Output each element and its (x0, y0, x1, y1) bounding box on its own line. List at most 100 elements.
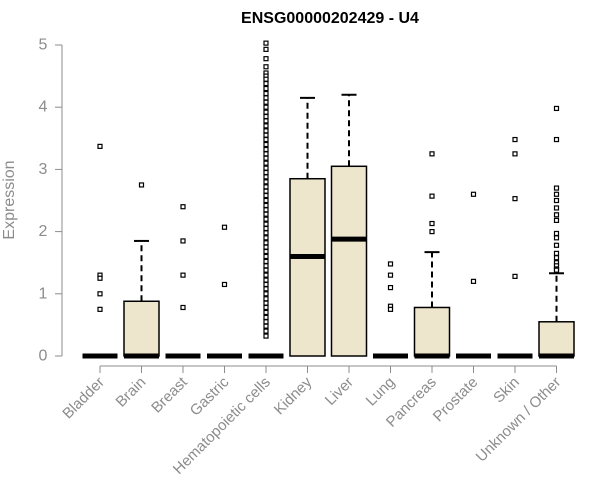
outlier-point (263, 109, 269, 115)
outlier-point (263, 235, 269, 241)
outlier-point (263, 165, 269, 171)
outlier-point (263, 221, 269, 227)
outlier-point (263, 263, 269, 269)
outlier-point (263, 146, 269, 153)
x-tick-label: Brain (113, 374, 150, 411)
box-group (413, 151, 451, 359)
outlier-point (553, 185, 560, 191)
outlier-point (263, 202, 269, 209)
outlier-point (512, 136, 518, 143)
outlier-point (263, 207, 269, 213)
x-tick-label: Prostate (430, 374, 482, 426)
outlier-point (263, 230, 269, 236)
outlier-point (263, 141, 269, 148)
outlier-point (263, 123, 269, 129)
outlier-point (263, 40, 269, 46)
outlier-point (263, 244, 269, 250)
outlier-point (470, 191, 477, 197)
outlier-point (263, 46, 269, 52)
outlier-point (263, 76, 269, 82)
outlier-point (263, 132, 269, 138)
outlier-point (553, 235, 560, 241)
outlier-point (263, 253, 269, 260)
x-tick-label: Kidney (271, 373, 316, 418)
box-rect (330, 165, 368, 357)
outlier-point (138, 182, 145, 188)
box-group (497, 136, 533, 359)
outlier-point (553, 250, 560, 256)
outlier-point (263, 333, 269, 339)
outlier-point (263, 225, 269, 232)
outlier-point (263, 90, 269, 97)
box-group (330, 93, 368, 357)
outlier-point (263, 197, 269, 204)
outlier-point (263, 80, 269, 87)
outlier-point (429, 151, 435, 157)
box-rect (413, 306, 451, 357)
outlier-point (387, 306, 394, 312)
outlier-point (263, 151, 269, 157)
box-rect (289, 177, 326, 357)
outlier-point (512, 151, 518, 157)
y-axis-label: Expression (1, 160, 18, 239)
box-group (207, 224, 242, 359)
outlier-point (263, 56, 269, 62)
y-axis: 0 1 2 3 4 5 (39, 37, 63, 365)
outlier-point (263, 113, 269, 120)
outlier-point (263, 184, 269, 190)
outlier-point (263, 211, 269, 217)
outlier-point (553, 212, 560, 218)
outlier-point (263, 85, 269, 92)
x-tick-label: Skin (490, 374, 523, 407)
outlier-point (97, 275, 103, 281)
box-group (165, 204, 201, 359)
outlier-point (263, 155, 269, 161)
outlier-point (263, 272, 269, 278)
outlier-point (263, 267, 269, 273)
x-tick-label: Bladder (59, 374, 108, 423)
outlier-point (263, 99, 269, 105)
y-tick-label: 5 (39, 37, 48, 54)
outlier-point (263, 128, 269, 134)
outlier-point (263, 104, 269, 110)
outlier-point (263, 64, 269, 70)
outlier-point (553, 105, 560, 112)
box-rect (538, 321, 575, 357)
outlier-point (263, 314, 269, 321)
box-group (123, 182, 160, 359)
outlier-point (97, 143, 103, 149)
box-group (82, 143, 118, 359)
outlier-point (263, 188, 269, 194)
box-group (373, 261, 408, 359)
outlier-point (263, 169, 269, 176)
y-tick-label: 4 (39, 99, 48, 116)
outlier-point (263, 323, 269, 329)
outlier-point (221, 224, 228, 230)
x-tick-label: Breast (148, 373, 191, 416)
outlier-point (429, 220, 435, 227)
box-series (82, 40, 575, 359)
outlier-point (263, 136, 269, 143)
outlier-point (263, 281, 269, 288)
box-rect (123, 300, 160, 357)
outlier-point (553, 191, 560, 197)
outlier-point (263, 216, 269, 222)
outlier-point (553, 217, 560, 224)
outlier-point (553, 242, 560, 248)
outlier-point (553, 267, 560, 273)
outlier-point (221, 281, 228, 288)
outlier-point (553, 197, 560, 204)
outlier-point (263, 296, 269, 302)
box-group (289, 96, 326, 357)
outlier-point (263, 319, 269, 325)
outlier-point (263, 179, 269, 185)
outlier-point (263, 248, 269, 255)
outlier-point (180, 272, 186, 278)
outlier-point (97, 291, 103, 297)
outlier-point (263, 192, 269, 199)
outlier-point (263, 160, 269, 166)
outlier-point (263, 174, 269, 180)
outlier-point (553, 255, 560, 261)
